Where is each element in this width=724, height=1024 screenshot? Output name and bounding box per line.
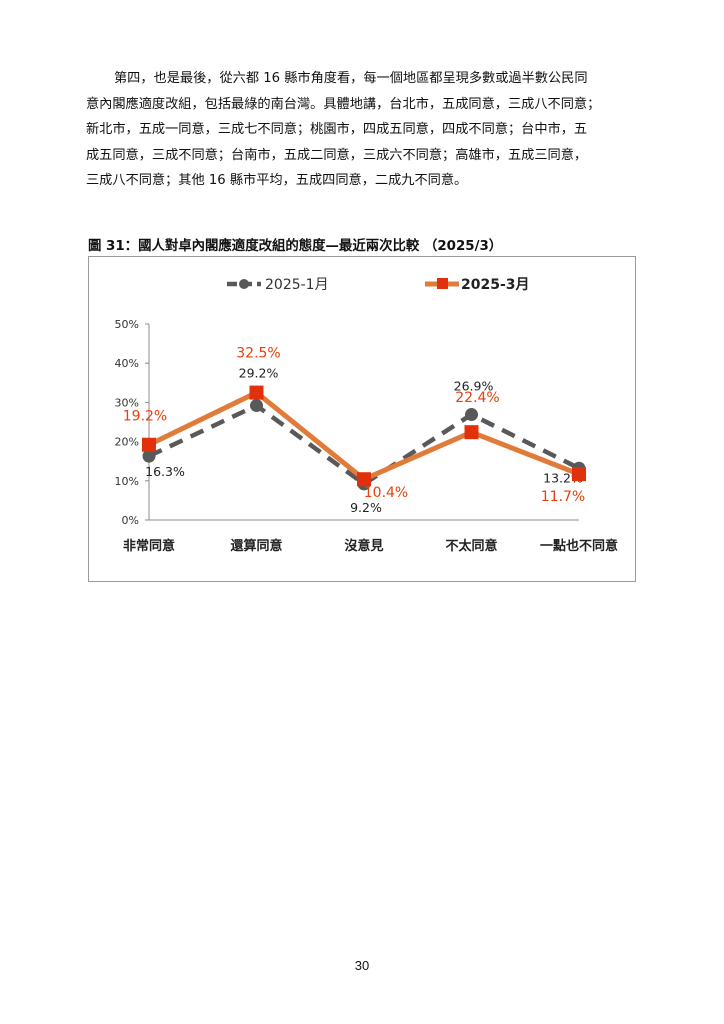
page-number: 30 — [354, 958, 370, 973]
legend-2025-03-label: 2025-3月 — [461, 277, 530, 293]
series-2025-01-data-label: 29.2% — [239, 366, 279, 381]
x-category-label: 還算同意 — [230, 538, 282, 554]
series-2025-01-point — [250, 399, 263, 413]
paragraph-line: 新北市，五成一同意，三成七不同意；桃園市，四成五同意，四成不同意；台中市，五 — [86, 122, 588, 138]
paragraph-line: 成五同意，三成不同意；台南市，五成二同意，三成六不同意；高雄市，五成三同意， — [86, 147, 588, 163]
series-2025-03-data-label: 32.5% — [236, 346, 280, 362]
line-chart: 0% 10% 20% 30% 40% 50% 非常同意 還算同意 沒意見 不太同意 一點也不同意 16… — [88, 256, 636, 582]
paragraph-line: 第四，也是最後，從六都 16 縣市角度看，每一個地區都呈現多數或過半數公民同 — [114, 71, 588, 86]
series-2025-03-point — [357, 472, 371, 487]
series-2025-01-line — [148, 403, 581, 487]
x-category-label: 一點也不同意 — [540, 538, 618, 554]
series-2025-03-point — [249, 385, 264, 400]
legend-2025-01-marker — [239, 279, 249, 289]
x-category-label: 沒意見 — [344, 538, 383, 554]
chart-svg: 0% 10% 20% 30% 40% 50% 非常同意 還算同意 沒意見 不太同意 一點也不同意 16… — [115, 277, 618, 554]
series-2025-03-point — [572, 467, 586, 482]
series-2025-03-data-label: 11.7% — [541, 489, 585, 505]
paragraph-line: 意內閣應適度改組，包括最綠的南台灣。具體地講，台北市，五成同意，三成八不同意； — [86, 96, 601, 112]
x-category-label: 不太同意 — [445, 538, 497, 554]
y-tick-label: 10% — [115, 475, 139, 488]
series-2025-01-point — [142, 449, 156, 463]
y-tick-label: 50% — [115, 318, 139, 331]
body-paragraph: 第四，也是最後，從六都 16 縣市角度看，每一個地區都呈現多數或過半數公民同 意… — [86, 66, 644, 194]
series-2025-01-point — [465, 408, 478, 422]
series-2025-03-point — [464, 425, 479, 440]
series-2025-03-point — [142, 437, 156, 452]
series-2025-03-data-label: 10.4% — [364, 485, 408, 501]
figure-caption: 圖 31：國人對卓內閣應適度改組的態度—最近兩次比較 （2025/3） — [88, 239, 503, 254]
series-2025-01-data-label: 16.3% — [145, 464, 185, 479]
y-tick-label: 0% — [122, 514, 139, 527]
series-2025-01-data-label: 9.2% — [350, 500, 382, 515]
y-tick-label: 40% — [115, 357, 139, 370]
y-tick-label: 20% — [115, 436, 139, 449]
y-tick-label: 30% — [115, 396, 139, 409]
paragraph-line: 三成八不同意；其他 16 縣市平均，五成四同意，二成九不同意。 — [86, 173, 468, 189]
series-2025-03-data-label: 19.2% — [123, 409, 167, 425]
series-2025-01-data-label: 26.9% — [454, 379, 494, 394]
series-2025-03-data-label: 22.4% — [455, 390, 499, 406]
x-category-label: 非常同意 — [123, 538, 175, 554]
legend-2025-03-marker — [437, 278, 448, 289]
legend-2025-01-label: 2025-1月 — [265, 277, 329, 293]
